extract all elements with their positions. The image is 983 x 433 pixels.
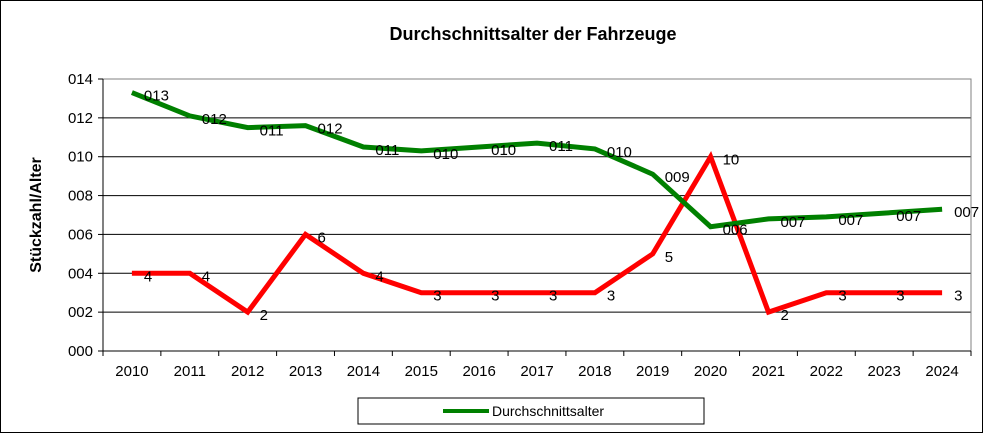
data-label-durchschnittsalter: 011 (375, 142, 399, 159)
y-axis-label: Stückzahl/Alter (28, 157, 45, 273)
x-tick-label: 2024 (925, 363, 958, 380)
data-label-stueckzahl: 3 (433, 288, 441, 305)
x-tick-label: 2015 (405, 363, 438, 380)
data-label-durchschnittsalter: 009 (665, 169, 690, 186)
x-tick-label: 2013 (289, 363, 322, 380)
data-label-durchschnittsalter: 012 (202, 111, 227, 128)
data-label-durchschnittsalter: 012 (318, 121, 343, 138)
series-line-stueckzahl (131, 150, 943, 316)
series-group (130, 90, 943, 316)
x-tick-label: 2018 (578, 363, 611, 380)
legend-box (357, 397, 705, 425)
data-label-stueckzahl: 2 (260, 307, 268, 324)
data-label-durchschnittsalter: 010 (491, 142, 516, 159)
x-tick-label: 2017 (520, 363, 553, 380)
data-label-durchschnittsalter: 010 (607, 144, 632, 161)
data-label-stueckzahl: 3 (896, 288, 904, 305)
y-tick-label: 010 (68, 149, 93, 166)
data-label-durchschnittsalter: 007 (838, 212, 863, 229)
data-label-durchschnittsalter: 007 (780, 214, 805, 231)
y-tick-label: 004 (68, 265, 93, 282)
x-tick-label: 2011 (174, 363, 206, 380)
data-label-stueckzahl: 6 (318, 229, 326, 246)
y-tick-label: 014 (68, 71, 93, 88)
y-tick-label: 000 (68, 343, 93, 360)
x-tick-label: 2019 (636, 363, 669, 380)
data-label-stueckzahl: 3 (838, 288, 846, 305)
x-tick-label: 2012 (231, 363, 264, 380)
data-label-stueckzahl: 10 (723, 152, 740, 169)
x-tick-label: 2022 (810, 363, 843, 380)
x-tick-label: 2021 (752, 363, 785, 380)
data-label-stueckzahl: 3 (549, 288, 557, 305)
data-label-stueckzahl: 4 (144, 268, 152, 285)
legend-label: Durchschnittsalter (492, 403, 604, 419)
chart-title: Durchschnittsalter der Fahrzeuge (389, 24, 676, 44)
data-label-stueckzahl: 3 (607, 288, 615, 305)
y-tick-label: 012 (68, 110, 93, 127)
data-labels: 013 012 011 012 011 010 010 011 010 009 006 007 007 0… (144, 88, 979, 325)
y-tick-label: 006 (68, 226, 93, 243)
x-tick-label: 2014 (347, 363, 380, 380)
legend: Durchschnittsalter (357, 397, 705, 425)
data-label-stueckzahl: 4 (202, 268, 210, 285)
data-label-durchschnittsalter: 010 (433, 146, 458, 163)
data-label-durchschnittsalter: 007 (896, 208, 921, 225)
data-label-stueckzahl: 2 (780, 307, 788, 324)
x-tick-label: 2020 (694, 363, 727, 380)
series-line-durchschnittsalter (130, 90, 943, 230)
data-label-durchschnittsalter: 013 (144, 88, 169, 105)
y-tick-label: 008 (68, 188, 93, 205)
x-tick-label: 2023 (868, 363, 901, 380)
data-label-durchschnittsalter: 011 (260, 123, 284, 140)
data-label-durchschnittsalter: 011 (549, 138, 573, 155)
data-label-stueckzahl: 3 (954, 288, 962, 305)
data-label-durchschnittsalter: 006 (723, 222, 748, 239)
data-label-stueckzahl: 3 (491, 288, 499, 305)
data-label-durchschnittsalter: 007 (954, 204, 979, 221)
data-label-stueckzahl: 4 (375, 268, 383, 285)
data-label-stueckzahl: 5 (665, 249, 673, 266)
x-tick-label: 2016 (462, 363, 495, 380)
x-tick-label: 2010 (115, 363, 148, 380)
y-tick-label: 002 (68, 304, 93, 321)
